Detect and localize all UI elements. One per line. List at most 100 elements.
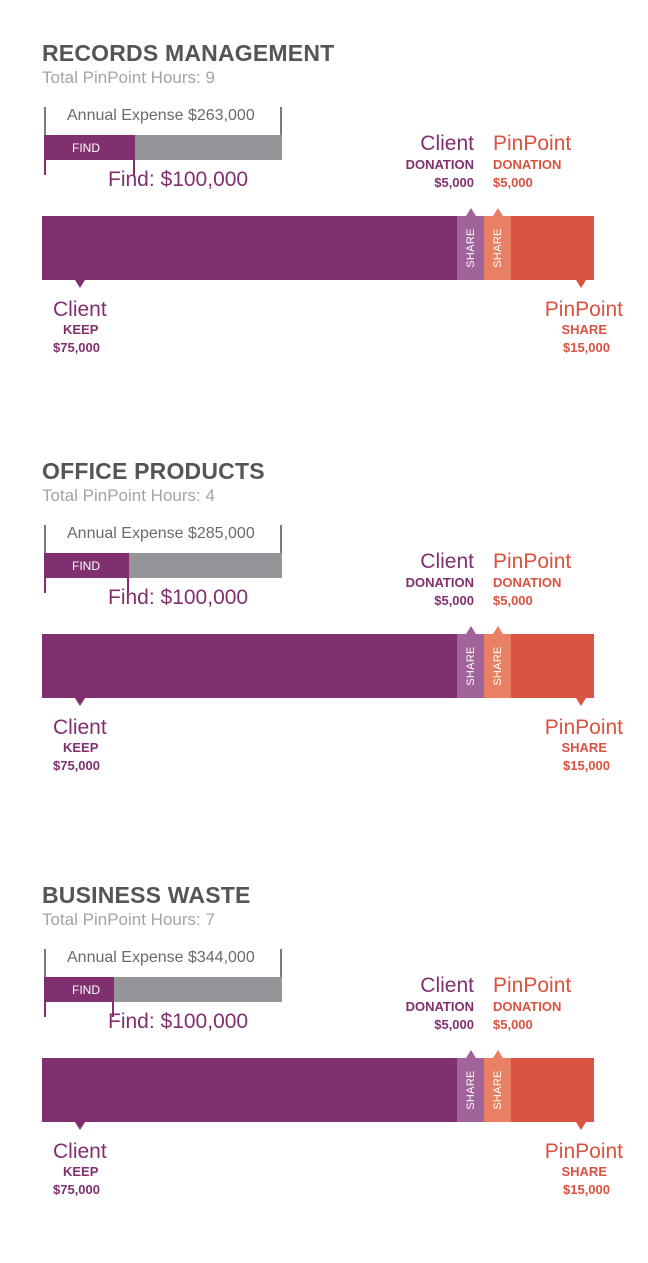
pinpoint-donation-segment: SHARE [484,216,511,280]
client-donation-label: DONATION [405,999,474,1014]
client-share-segment: SHARE [457,634,484,698]
section-title: BUSINESS WASTE [42,882,251,908]
find-marker-line [127,553,129,593]
find-segment: FIND [44,977,113,1002]
annual-expense-label: Annual Expense $344,000 [67,949,255,966]
pinpoint-donation-label: DONATION [493,999,562,1014]
find-amount-label: Find: $100,000 [108,1010,249,1033]
pinpoint-share-pointer [576,280,586,288]
pinpoint-donation-amount: $5,000 [493,1017,533,1032]
share-label: SHARE [464,228,477,268]
pinpoint-share-segment [511,634,594,698]
share-label: SHARE [491,228,504,268]
pinpoint-share-label: SHARE [561,1164,607,1179]
section-title: OFFICE PRODUCTS [42,458,265,484]
find-segment: FIND [44,553,128,578]
pinpoint-donation-name: PinPoint [493,550,572,573]
client-keep-label: KEEP [63,740,99,755]
client-share-segment: SHARE [457,216,484,280]
client-keep-segment [42,634,457,698]
find-marker-line [112,977,114,1017]
annual-expense-label: Annual Expense $285,000 [67,525,255,542]
find-left-tick [44,977,46,1017]
pinpoint-share-name: PinPoint [544,1140,623,1163]
pinpoint-donation-label: DONATION [493,157,562,172]
pinpoint-donation-label: DONATION [493,575,562,590]
client-keep-segment [42,1058,457,1122]
pinpoint-share-label: SHARE [561,740,607,755]
find-bar-label: FIND [72,559,100,573]
client-donation-name: Client [420,132,474,155]
client-share-pointer [465,1050,476,1058]
expense-right-tick [280,107,282,137]
chart-section: RECORDS MANAGEMENT Total PinPoint Hours: … [0,40,648,400]
section-title: RECORDS MANAGEMENT [42,40,335,66]
chart-section: OFFICE PRODUCTS Total PinPoint Hours: 4 An… [0,458,648,818]
chart-section: BUSINESS WASTE Total PinPoint Hours: 7 Ann… [0,882,648,1242]
client-keep-name: Client [53,716,107,739]
pinpoint-share-segment [511,1058,594,1122]
client-keep-pointer [75,1122,85,1130]
expense-right-tick [280,525,282,555]
find-bar-label: FIND [72,983,100,997]
find-marker-line [133,135,135,175]
pinpoint-share-name: PinPoint [544,298,623,321]
client-keep-amount: $75,000 [53,758,100,773]
pinpoint-share-segment [511,216,594,280]
pinpoint-donation-pointer [492,1050,503,1058]
client-keep-name: Client [53,1140,107,1163]
client-keep-pointer [75,698,85,706]
client-share-pointer [465,626,476,634]
pinpoint-share-label: SHARE [561,322,607,337]
pinpoint-share-amount: $15,000 [563,1182,610,1197]
section-subtitle: Total PinPoint Hours: 7 [42,910,215,929]
find-amount-label: Find: $100,000 [108,168,249,191]
client-share-segment: SHARE [457,1058,484,1122]
pinpoint-donation-amount: $5,000 [493,175,533,190]
client-donation-amount: $5,000 [434,175,474,190]
client-keep-amount: $75,000 [53,340,100,355]
pinpoint-donation-pointer [492,208,503,216]
pinpoint-donation-pointer [492,626,503,634]
pinpoint-share-amount: $15,000 [563,340,610,355]
pinpoint-donation-amount: $5,000 [493,593,533,608]
find-left-tick [44,135,46,175]
annual-expense-bar: FIND [44,553,282,593]
find-amount-label: Find: $100,000 [108,586,249,609]
pinpoint-donation-name: PinPoint [493,974,572,997]
pinpoint-share-amount: $15,000 [563,758,610,773]
section-subtitle: Total PinPoint Hours: 4 [42,486,215,505]
client-donation-name: Client [420,974,474,997]
find-segment: FIND [44,135,134,160]
client-donation-label: DONATION [405,575,474,590]
pinpoint-donation-name: PinPoint [493,132,572,155]
annual-expense-bar: FIND [44,135,282,175]
client-keep-name: Client [53,298,107,321]
client-share-pointer [465,208,476,216]
share-label: SHARE [491,1070,504,1110]
share-label: SHARE [464,1070,477,1110]
client-keep-label: KEEP [63,1164,99,1179]
pinpoint-share-name: PinPoint [544,716,623,739]
client-donation-label: DONATION [405,157,474,172]
expense-left-tick [44,949,46,979]
expense-left-tick [44,525,46,555]
pinpoint-share-pointer [576,698,586,706]
expense-left-tick [44,107,46,137]
annual-expense-label: Annual Expense $263,000 [67,107,255,124]
section-subtitle: Total PinPoint Hours: 9 [42,68,215,87]
share-label: SHARE [491,646,504,686]
client-keep-segment [42,216,457,280]
share-label: SHARE [464,646,477,686]
client-keep-amount: $75,000 [53,1182,100,1197]
client-donation-amount: $5,000 [434,1017,474,1032]
expense-right-tick [280,949,282,979]
client-donation-amount: $5,000 [434,593,474,608]
pinpoint-share-pointer [576,1122,586,1130]
find-left-tick [44,553,46,593]
pinpoint-donation-segment: SHARE [484,634,511,698]
annual-expense-bar: FIND [44,977,282,1017]
pinpoint-donation-segment: SHARE [484,1058,511,1122]
client-keep-label: KEEP [63,322,99,337]
client-donation-name: Client [420,550,474,573]
